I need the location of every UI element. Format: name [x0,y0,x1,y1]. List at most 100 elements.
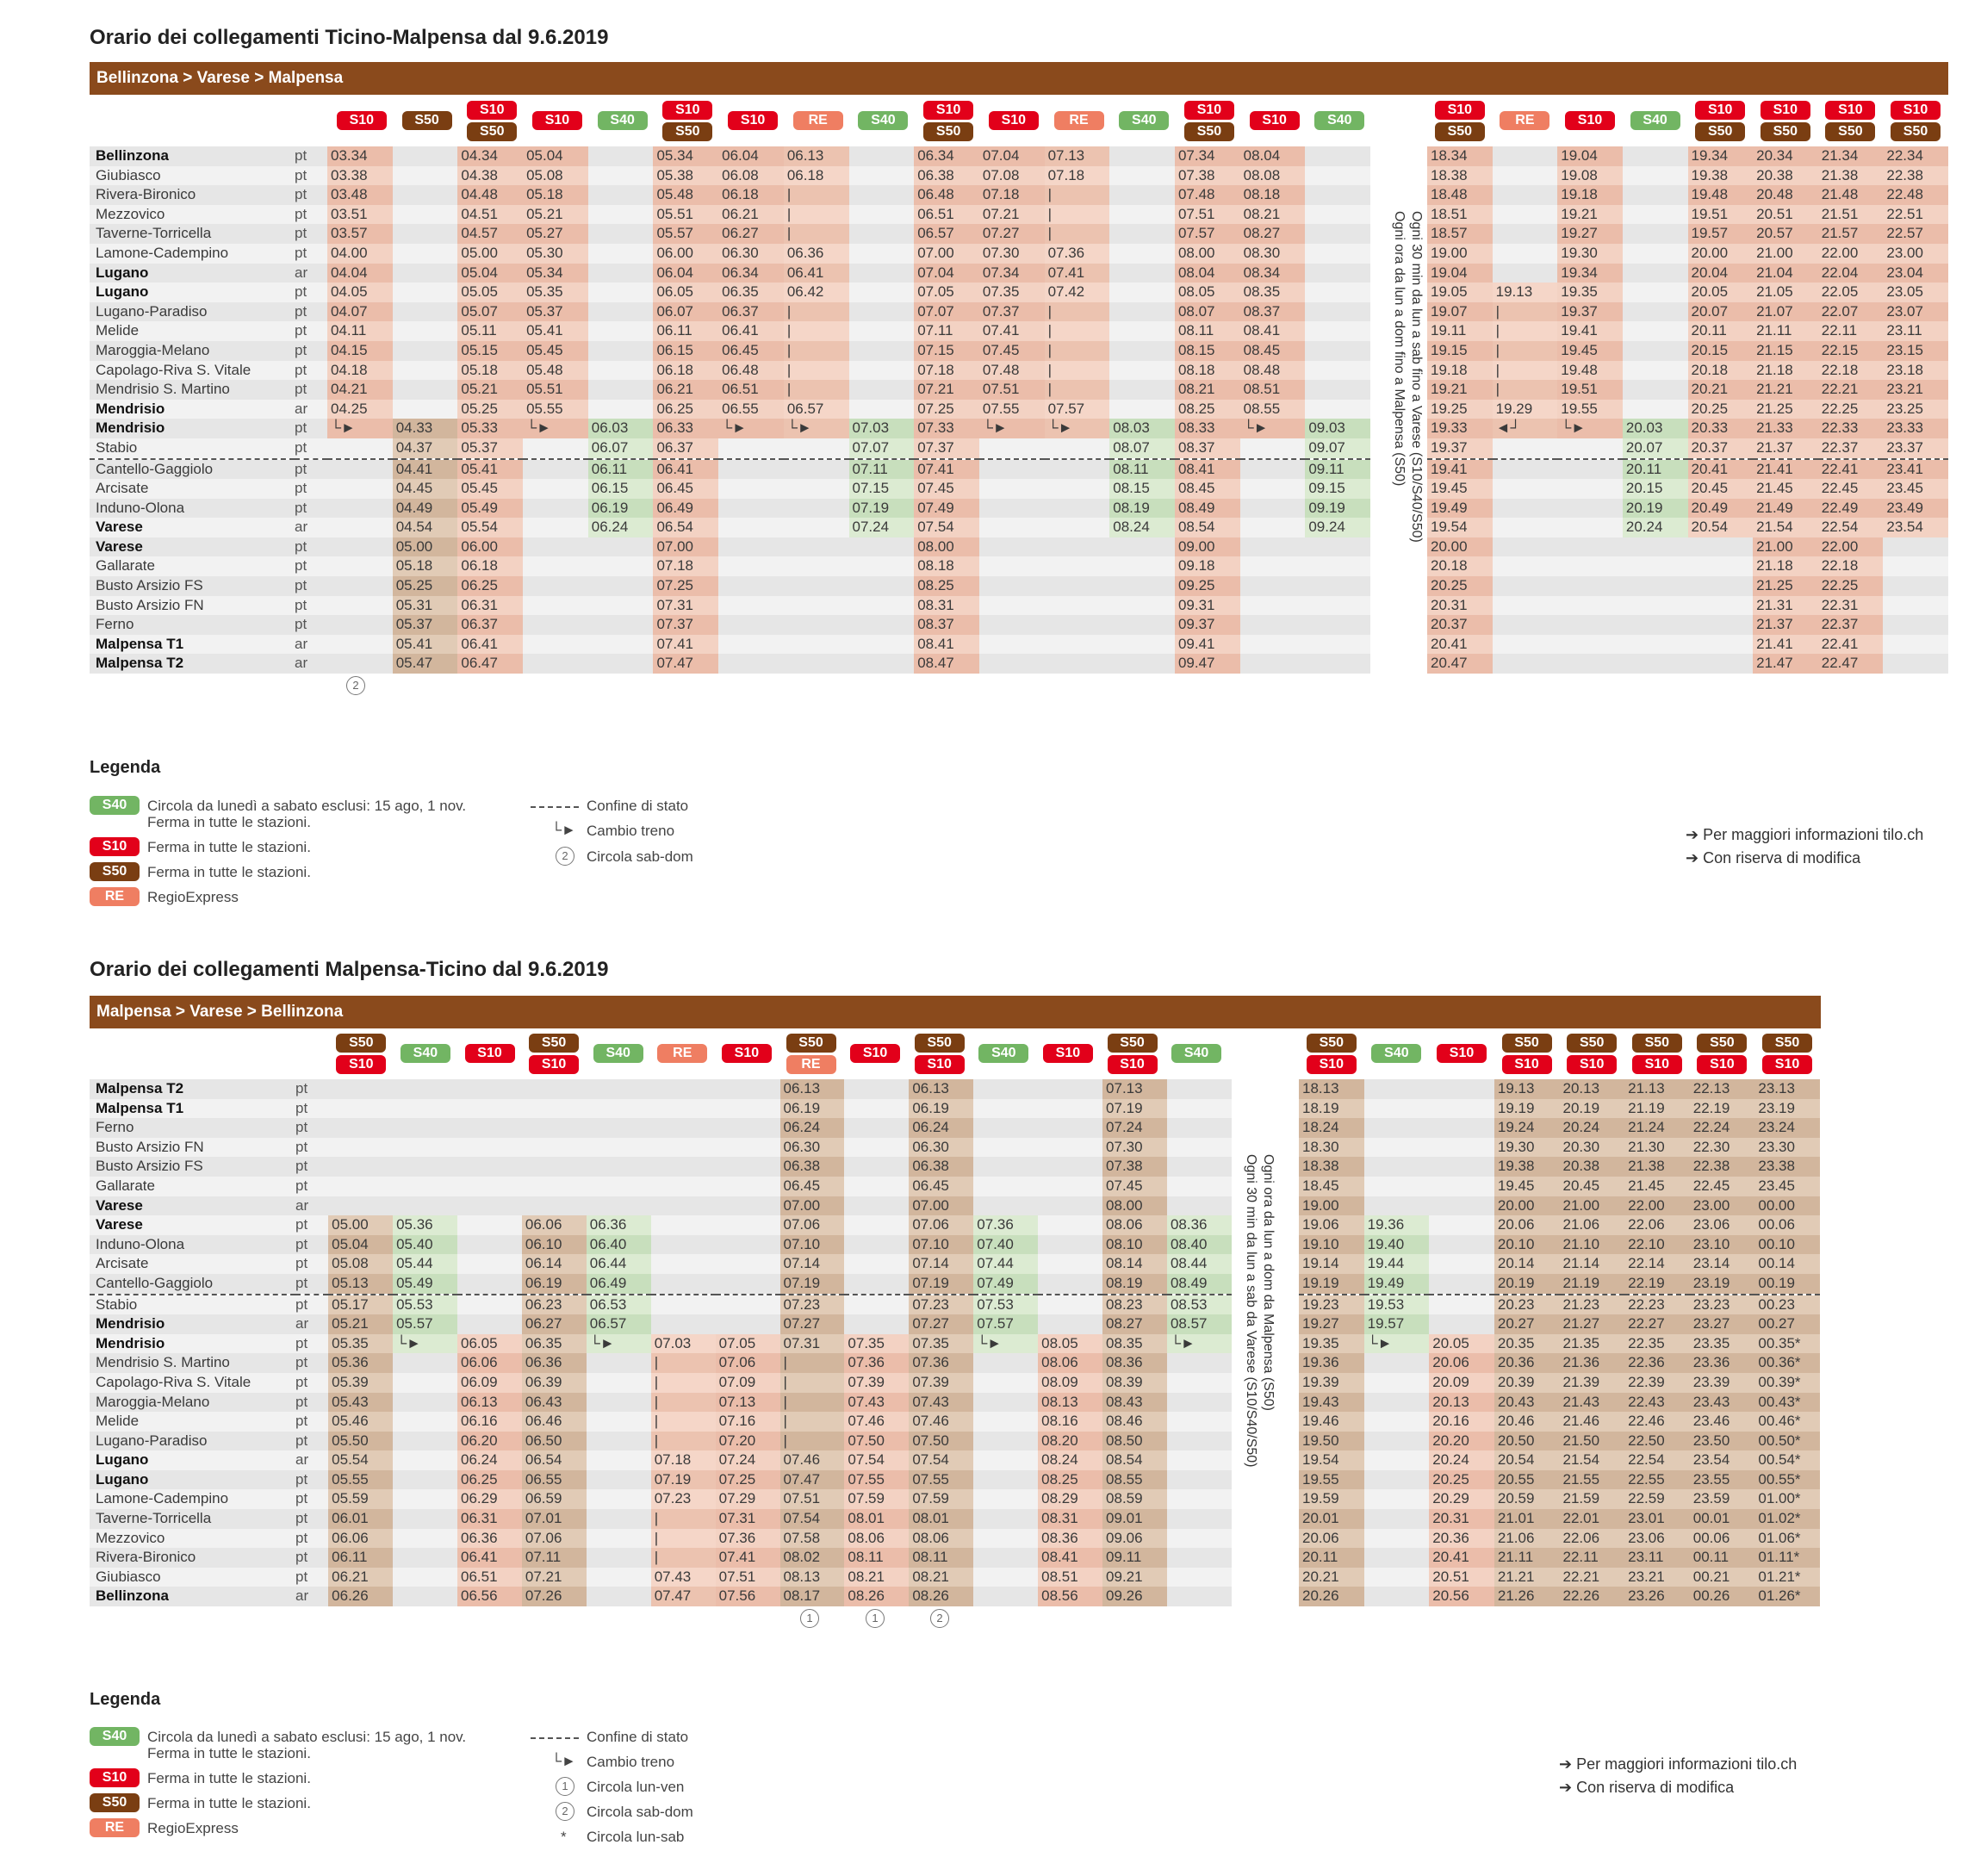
departure-time [586,1431,651,1451]
departure-time: 00.06 [1754,1215,1820,1235]
departure-time [1363,1176,1430,1196]
departure-time: 06.57 [783,399,849,419]
departure-time [393,1196,457,1216]
timetable-row: 19.11 | 19.41 20.11 21.11 22.11 23.11 [1427,321,1948,341]
departure-time [978,537,1045,557]
departure-time: 07.36 [1044,243,1110,264]
train-badge-s10: S10 [1760,101,1810,120]
departure-time: 19.10 [1299,1234,1364,1255]
departure-time: 23.10 [1689,1234,1755,1255]
departure-time: 07.59 [909,1489,974,1510]
departure-time: 08.00 [1102,1196,1167,1216]
departure-time: 06.59 [521,1489,587,1510]
timetable-row: 19.19 19.49 20.19 21.19 22.19 23.19 00.19 [1299,1273,1820,1295]
departure-time: 21.23 [1559,1294,1625,1315]
departure-time: 08.29 [1038,1489,1103,1510]
departure-time: 23.23 [1689,1294,1755,1315]
departure-time: 06.49 [586,1273,651,1295]
departure-time: 19.48 [1687,185,1754,205]
departure-time: 07.57 [973,1314,1039,1334]
departure-time: 22.10 [1624,1234,1690,1255]
legend-s50-text: Ferma in tutte le stazioni. [147,1795,311,1811]
departure-time [844,1234,910,1255]
departure-time [393,1509,457,1529]
departure-time [1883,634,1948,655]
departure-time [327,615,393,635]
departure-time: 04.05 [327,283,393,302]
departure-time [392,263,458,283]
departure-time: 19.05 [1427,283,1493,302]
timetable-row: Mezzovico pt 06.06 06.36 07.06 | 07.36 07.58 08.… [90,1528,1232,1549]
timetable-row: Cantello-Gaggiolo pt 05.13 05.49 06.19 06.49 0… [90,1273,1232,1295]
departure-time [973,1509,1039,1529]
departure-time: 06.24 [779,1118,845,1138]
departure-time [1166,1118,1232,1138]
departure-time: 20.05 [1429,1333,1494,1354]
departure-time [978,634,1045,655]
departure-time: 06.10 [521,1234,587,1255]
departure-time [1492,634,1558,655]
departure-time: 19.39 [1299,1372,1364,1393]
departure-time: 05.55 [523,399,588,419]
departure-time: 08.04 [1174,263,1240,283]
departure-time: 04.48 [457,185,524,205]
departure-time: 23.49 [1883,498,1948,519]
arr-dep-flag: pt [295,615,327,635]
departure-time: 06.41 [457,634,524,655]
departure-time [1038,1234,1103,1255]
departure-time [1622,537,1688,557]
train-badge-s50: S50 [1567,1034,1618,1053]
departure-time: 23.11 [1883,321,1948,341]
departure-time [392,301,458,322]
departure-time: 00.00 [1754,1196,1820,1216]
departure-time [1687,654,1754,674]
departure-time: 20.34 [1753,146,1818,166]
departure-time [456,1118,522,1138]
departure-time [718,595,784,616]
departure-time: 22.31 [1817,595,1884,616]
departure-time: | [783,360,849,381]
departure-time: 07.42 [1044,283,1110,302]
departure-time: 08.51 [1038,1567,1103,1587]
departure-time: | [1044,185,1110,205]
departure-time: 08.13 [779,1567,845,1587]
departure-time: └► [327,419,393,438]
departure-time: 04.45 [392,479,458,499]
departure-time: 19.41 [1557,321,1623,341]
departure-time: 19.38 [1687,165,1754,186]
timetable-row: 20.37 21.37 22.37 [1427,615,1948,635]
departure-time: 06.31 [457,595,524,616]
departure-time [1363,1431,1430,1451]
arr-dep-flag: ar [295,1450,329,1470]
departure-time: 07.38 [1102,1157,1167,1177]
departure-time [1305,595,1370,616]
departure-time [456,1137,522,1158]
departure-time: 20.13 [1559,1079,1625,1099]
departure-time [456,1234,522,1255]
departure-time [1622,224,1688,244]
departure-time: 19.43 [1299,1392,1364,1413]
departure-time: 20.19 [1559,1098,1625,1119]
departure-time: 07.43 [909,1392,974,1413]
departure-time [587,204,654,225]
departure-time [1239,518,1306,537]
departure-time: 19.08 [1557,165,1623,186]
departure-time: 05.18 [392,556,458,577]
arr-dep-flag: pt [295,1234,329,1255]
departure-time: └► [1044,419,1110,438]
departure-time [848,185,915,205]
station-name: Malpensa T1 [90,634,295,655]
departure-time [973,1372,1039,1393]
departure-time: 18.48 [1427,185,1493,205]
train-badge-s50: S50 [1760,122,1810,141]
departure-time: 05.31 [392,595,458,616]
departure-time: 19.15 [1427,340,1493,361]
departure-time [1239,576,1306,596]
departure-time: 07.18 [653,556,719,577]
station-name: Gallarate [90,1176,296,1196]
departure-time: 20.49 [1687,498,1754,519]
departure-time: 08.05 [1038,1333,1103,1354]
departure-time: 06.23 [521,1294,587,1315]
departure-time [1687,576,1754,596]
departure-time: 20.54 [1687,518,1754,537]
